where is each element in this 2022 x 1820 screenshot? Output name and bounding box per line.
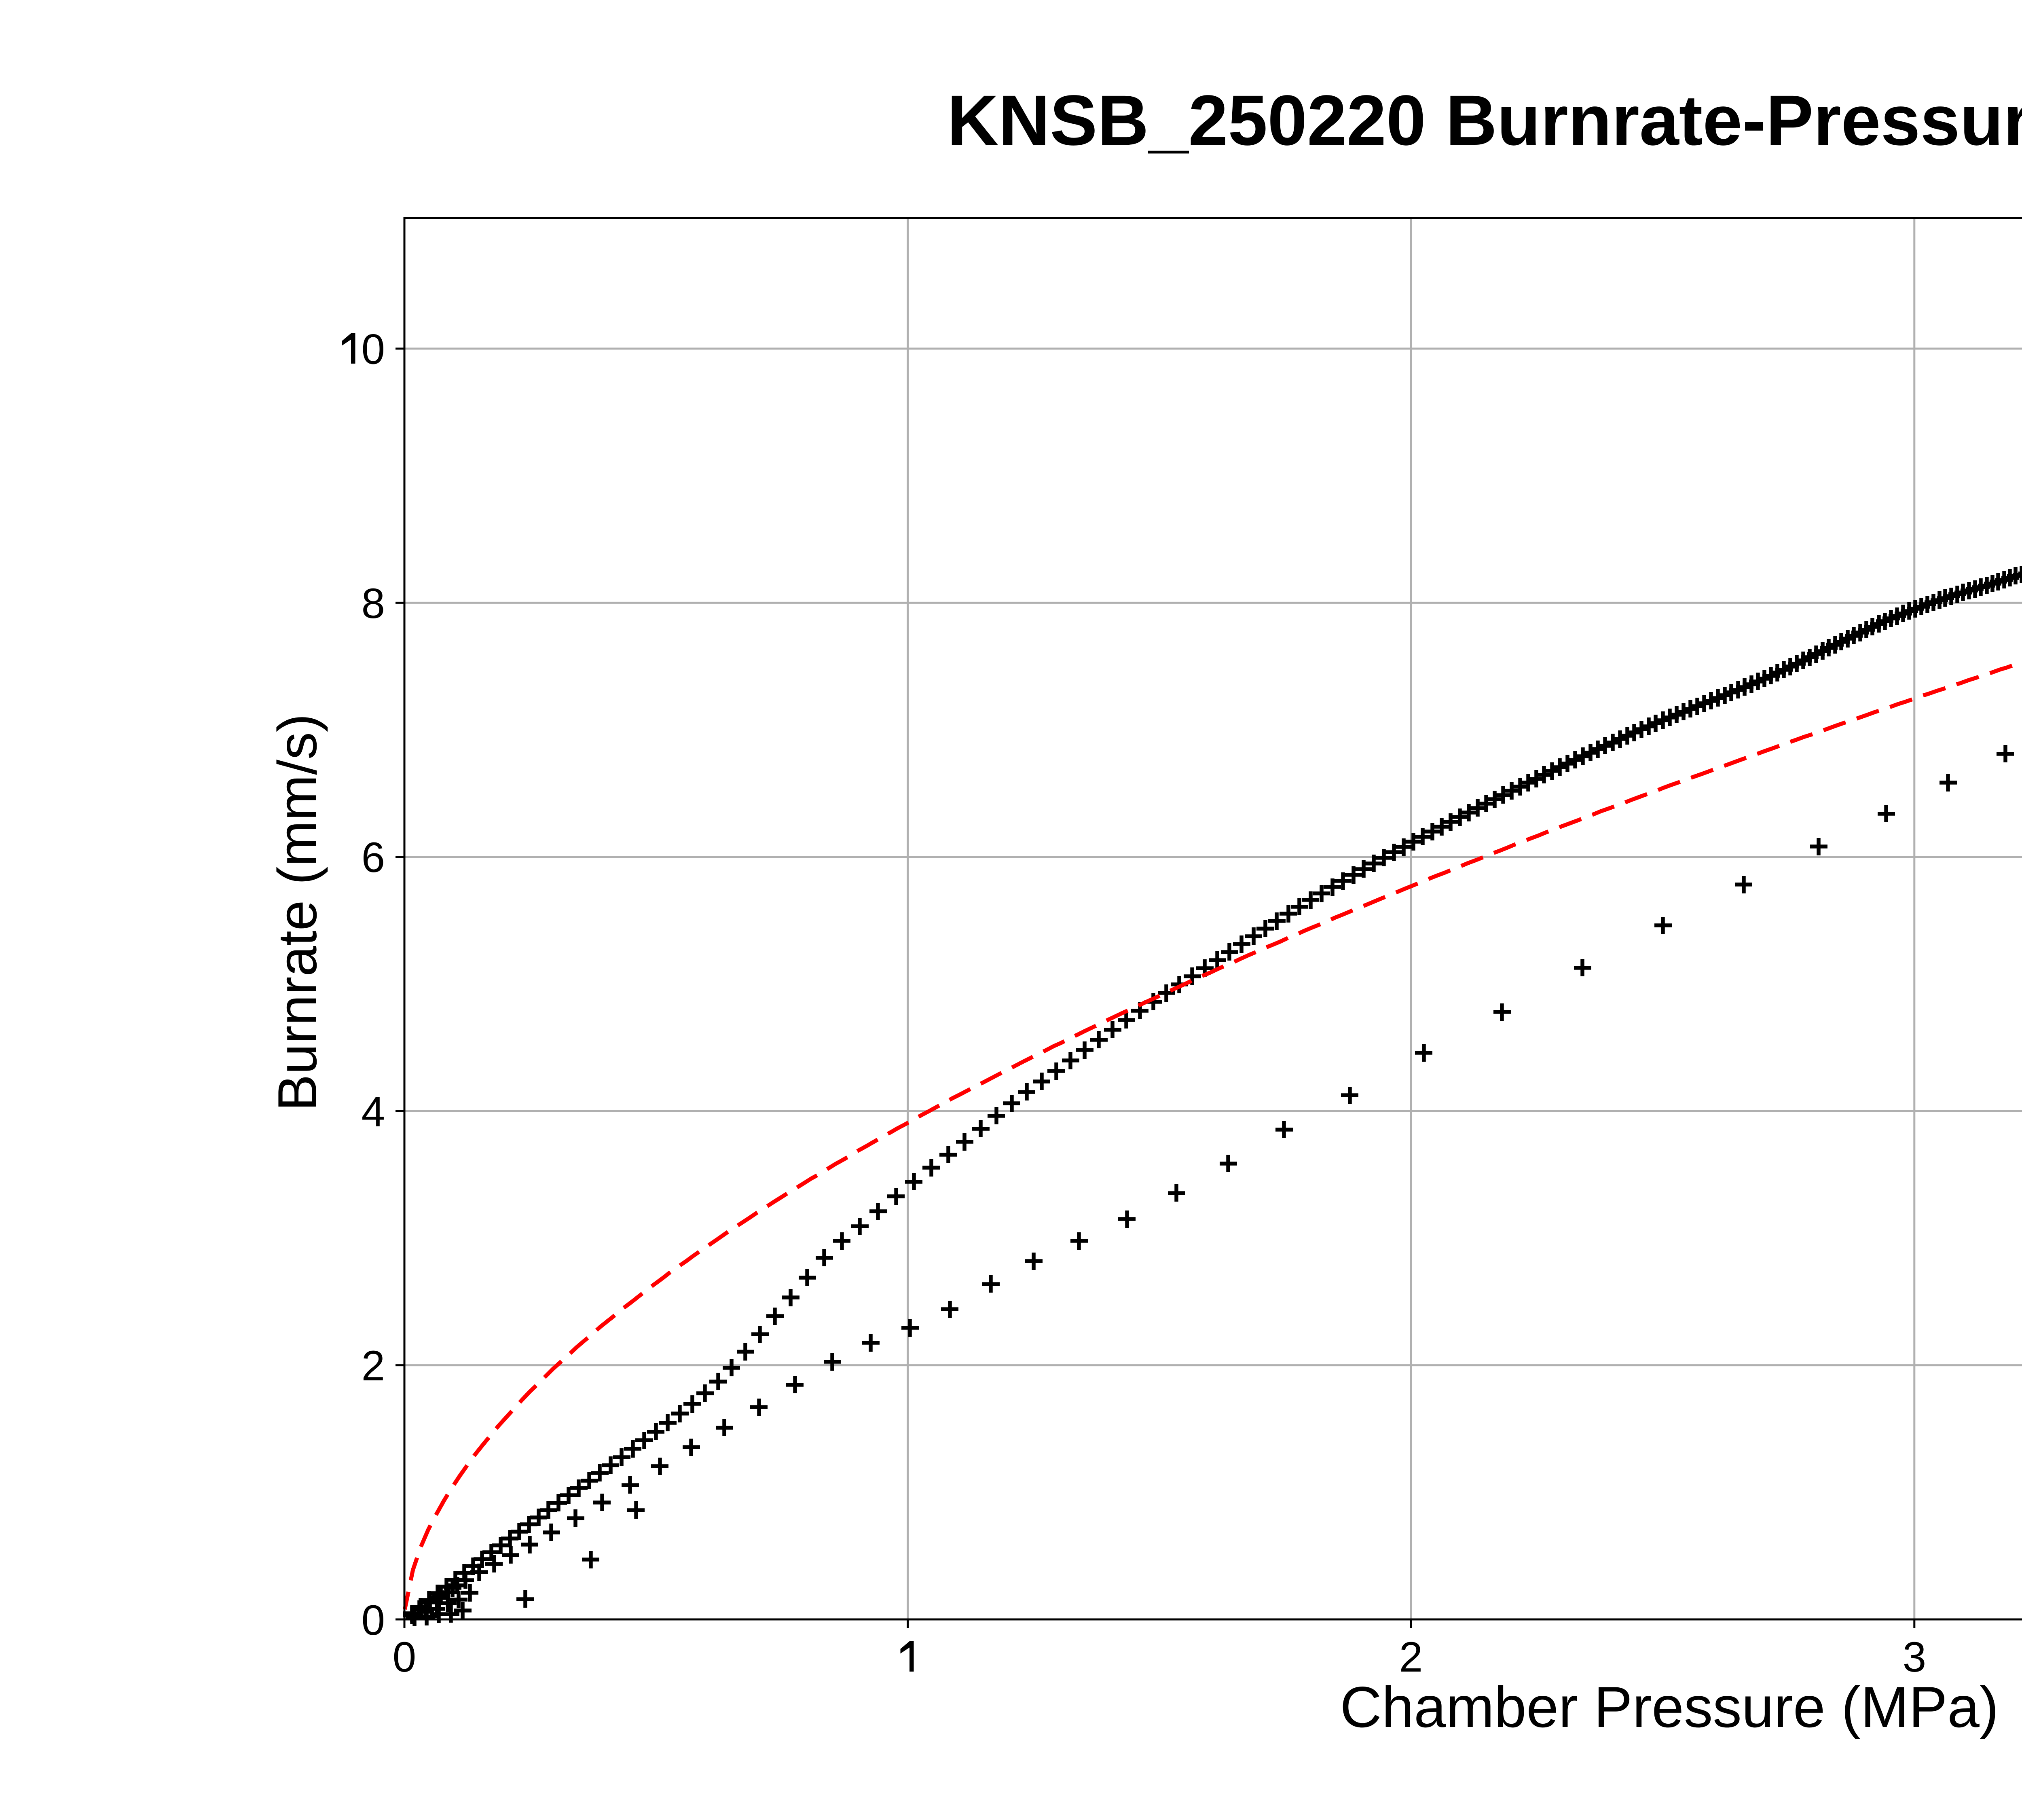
svg-text:0: 0	[393, 1634, 416, 1681]
svg-text:Chamber Pressure (MPa): Chamber Pressure (MPa)	[1340, 1675, 1999, 1740]
svg-text:KNSB_250220 Burnrate-Pressure: KNSB_250220 Burnrate-Pressure graph	[947, 81, 2022, 160]
svg-text:0: 0	[362, 1597, 385, 1644]
svg-text:4: 4	[362, 1088, 385, 1136]
svg-text:2: 2	[1399, 1634, 1423, 1681]
svg-text:Burnrate (mm/s): Burnrate (mm/s)	[266, 714, 328, 1111]
svg-text:0: 0	[362, 326, 385, 373]
svg-text:8: 8	[362, 580, 385, 627]
svg-text:6: 6	[362, 834, 385, 881]
svg-text:2: 2	[362, 1342, 385, 1390]
svg-text:3: 3	[1903, 1634, 1926, 1681]
